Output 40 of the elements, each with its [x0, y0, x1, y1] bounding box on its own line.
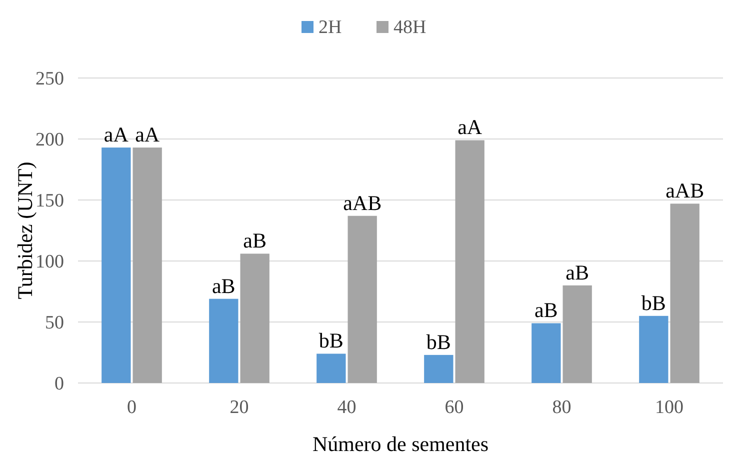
y-tick-label: 250	[36, 68, 64, 90]
bar	[424, 354, 454, 383]
y-tick-label: 50	[45, 312, 64, 334]
annotation: aA	[135, 122, 160, 147]
y-tick-label: 0	[54, 374, 64, 395]
bar	[670, 204, 700, 383]
y-axis-title: Turbidez (UNT)	[13, 162, 37, 300]
x-tick-label: 40	[337, 397, 356, 418]
x-tick-label: 60	[444, 397, 464, 418]
bar	[532, 323, 561, 383]
annotation: aB	[243, 228, 266, 253]
annotation: aA	[458, 115, 483, 140]
legend-label: 48H	[394, 17, 426, 38]
bar	[209, 298, 238, 383]
y-tick-label: 150	[36, 190, 64, 212]
bar	[562, 285, 592, 383]
bar	[348, 216, 377, 383]
bar	[102, 148, 131, 383]
x-tick-label: 100	[655, 397, 684, 418]
annotation: bB	[318, 328, 344, 353]
annotation: aB	[566, 260, 589, 284]
annotation: aAB	[343, 190, 382, 215]
x-tick-label: 80	[552, 397, 572, 418]
annotation: aA	[104, 122, 130, 147]
bar	[240, 254, 270, 383]
annotation: aB	[534, 298, 558, 322]
y-tick-label: 100	[36, 252, 64, 273]
annotation: bB	[426, 330, 451, 354]
bar	[639, 316, 668, 383]
x-tick-label: 0	[127, 397, 136, 418]
legend-label: 2H	[318, 17, 342, 38]
y-tick-label: 200	[36, 130, 64, 151]
x-axis-title: Número de sementes	[312, 432, 489, 456]
annotation: aAB	[666, 178, 704, 203]
annotation: bB	[641, 290, 666, 315]
bar	[132, 148, 162, 383]
annotation: aB	[212, 274, 236, 298]
bar	[316, 354, 346, 383]
x-tick-label: 20	[230, 397, 249, 418]
bar	[455, 140, 484, 383]
